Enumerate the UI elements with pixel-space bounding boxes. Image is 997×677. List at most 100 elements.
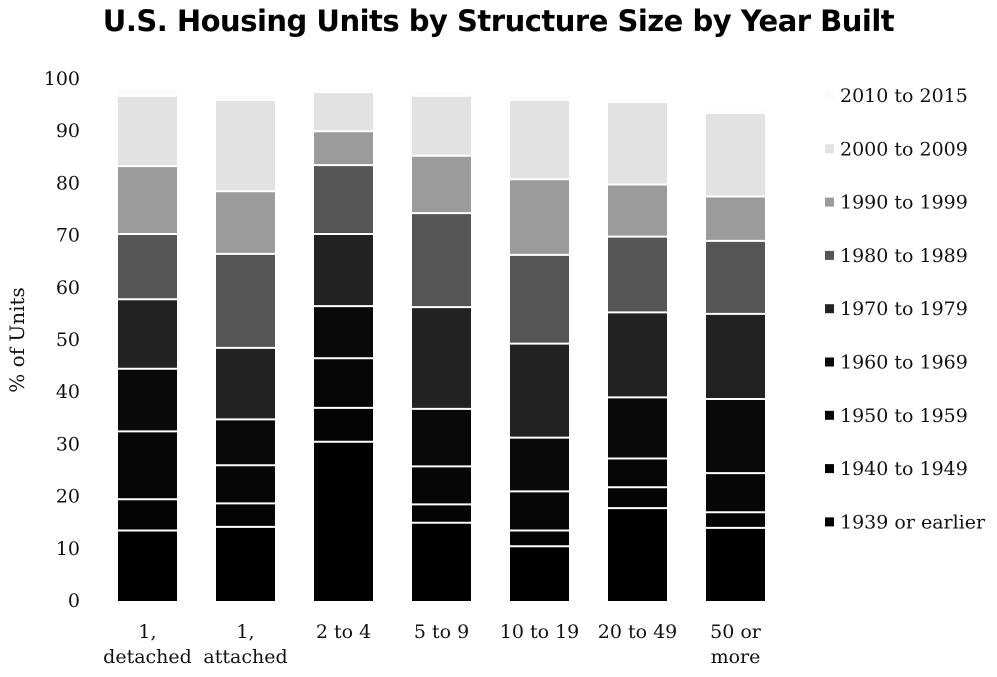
legend-label: 1990 to 1999: [840, 192, 968, 214]
bar-segment: [510, 344, 569, 438]
bar-segment: [510, 255, 569, 344]
bar-segment: [216, 419, 275, 465]
bar-stack: [216, 96, 275, 601]
legend-swatch: [825, 304, 834, 313]
bar-segment: [216, 100, 275, 191]
bar-segment: [118, 234, 177, 299]
bar-segment: [314, 234, 373, 306]
y-tick-label: 50: [56, 329, 80, 351]
bar-segment: [314, 358, 373, 408]
bar-segment: [608, 487, 667, 508]
legend: 2010 to 20152000 to 20091990 to 19991980…: [825, 85, 986, 533]
bar-stack: [412, 92, 471, 601]
bar-segment: [314, 165, 373, 234]
y-tick-label: 40: [56, 381, 80, 403]
x-tick-label: 50 or: [710, 621, 762, 643]
bar-segment: [608, 237, 667, 313]
legend-label: 1960 to 1969: [840, 352, 968, 374]
bar-segment: [314, 131, 373, 165]
y-tick-label: 30: [56, 433, 80, 455]
bar-segment: [706, 528, 765, 601]
bar-stack: [118, 90, 177, 601]
bar-segment: [510, 438, 569, 492]
legend-label: 1939 or earlier: [840, 511, 986, 533]
bar-stack: [510, 97, 569, 601]
bar-segment: [608, 458, 667, 487]
bar-segment: [510, 491, 569, 530]
y-tick-label: 60: [56, 277, 80, 299]
bar-segment: [706, 241, 765, 314]
legend-label: 2000 to 2009: [840, 138, 968, 160]
y-axis-title: % of Units: [5, 287, 29, 393]
bar-segment: [216, 254, 275, 348]
bar-segment: [118, 531, 177, 601]
bar-segment: [216, 503, 275, 526]
bar-segment: [314, 442, 373, 601]
bar-segment: [608, 102, 667, 184]
legend-swatch: [825, 358, 834, 367]
y-axis: 0 10 20 30 40 50 60 70 80 90 100: [44, 68, 80, 612]
y-tick-label: 90: [56, 120, 80, 142]
bar-segment: [118, 166, 177, 234]
legend-swatch: [825, 198, 834, 207]
bar-segment: [608, 184, 667, 236]
bar-segment: [510, 100, 569, 179]
legend-swatch: [825, 91, 834, 100]
bar-segment: [412, 409, 471, 466]
bar-segment: [510, 546, 569, 601]
bar-segment: [412, 523, 471, 601]
y-tick-label: 10: [56, 538, 80, 560]
bar-segment: [706, 473, 765, 512]
legend-label: 1970 to 1979: [840, 298, 968, 320]
y-tick-label: 20: [56, 486, 80, 508]
bar-segment: [706, 399, 765, 473]
bar-stack: [706, 110, 765, 601]
legend-swatch: [825, 144, 834, 153]
bar-segment: [608, 312, 667, 397]
bar-segment: [314, 92, 373, 131]
x-tick-label: 10 to 19: [500, 621, 580, 643]
bar-segment: [314, 408, 373, 442]
bar-segment: [314, 306, 373, 358]
bar-segment: [412, 213, 471, 307]
legend-label: 1940 to 1949: [840, 458, 968, 480]
bar-segment: [412, 504, 471, 522]
legend-label: 2010 to 2015: [840, 85, 968, 107]
x-axis: 1, detached 1, attached 2 to 4 5 to 9 10 to 19…: [103, 621, 762, 668]
bar-segment: [216, 191, 275, 254]
x-tick-label: 5 to 9: [414, 621, 469, 643]
bar-segment: [706, 512, 765, 528]
bar-segment: [412, 307, 471, 409]
y-tick-label: 0: [68, 590, 80, 612]
bar-segment: [706, 113, 765, 197]
x-tick-label: more: [711, 646, 761, 668]
y-tick-label: 70: [56, 225, 80, 247]
legend-swatch: [825, 464, 834, 473]
bar-segment: [510, 531, 569, 547]
bar-stack: [608, 99, 667, 601]
bar-stack: [314, 89, 373, 601]
x-tick-label: detached: [103, 646, 192, 668]
legend-label: 1950 to 1959: [840, 405, 968, 427]
bar-segment: [412, 466, 471, 504]
bar-segment: [118, 299, 177, 368]
bars: [118, 89, 765, 601]
bar-segment: [608, 397, 667, 458]
y-tick-label: 80: [56, 172, 80, 194]
legend-swatch: [825, 517, 834, 526]
bar-segment: [118, 499, 177, 530]
legend-swatch: [825, 251, 834, 260]
bar-segment: [118, 96, 177, 166]
bar-segment: [118, 431, 177, 499]
x-tick-label: 1,: [236, 621, 254, 643]
bar-segment: [216, 465, 275, 503]
bar-segment: [510, 179, 569, 255]
x-tick-label: 20 to 49: [598, 621, 678, 643]
bar-segment: [216, 348, 275, 420]
x-tick-label: 2 to 4: [316, 621, 371, 643]
bar-segment: [706, 314, 765, 399]
bar-segment: [216, 527, 275, 601]
legend-swatch: [825, 411, 834, 420]
x-tick-label: 1,: [138, 621, 156, 643]
